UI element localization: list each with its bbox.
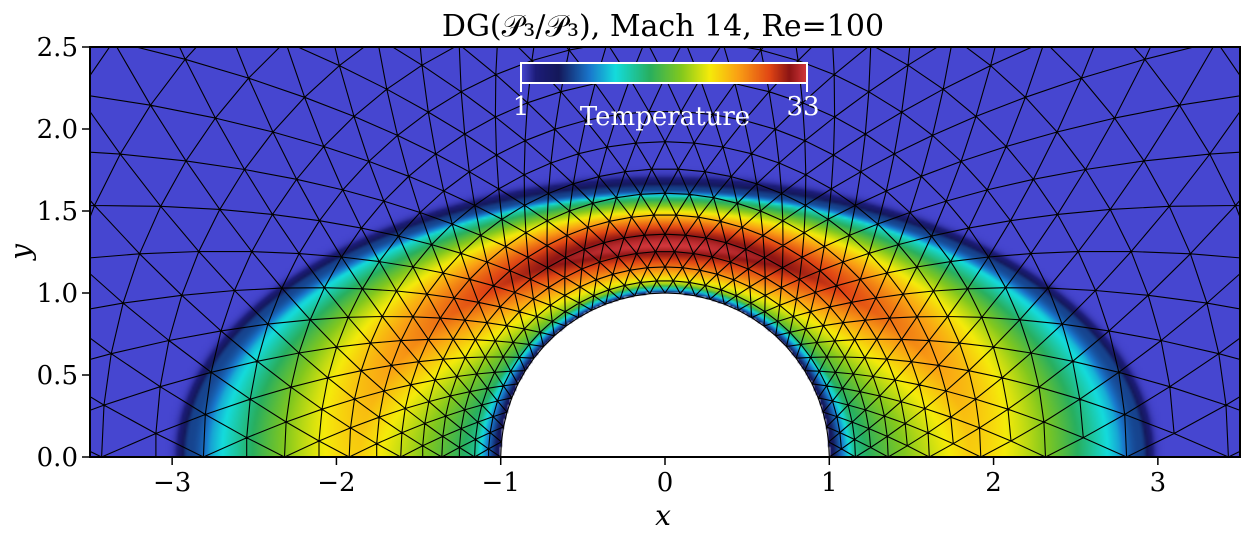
- y-tick-label: 0.0: [37, 443, 78, 473]
- y-tick-label: 1.5: [37, 197, 78, 227]
- x-tick-label: 2: [985, 468, 1002, 498]
- x-tick-label: 1: [821, 468, 838, 498]
- colorbar-max-label: 33: [786, 92, 819, 122]
- y-tick-label: 1.0: [37, 279, 78, 309]
- x-tick-label: −2: [317, 468, 355, 498]
- x-tick-label: −1: [482, 468, 520, 498]
- y-tick-label: 0.5: [37, 361, 78, 391]
- colorbar-frame: [520, 62, 808, 84]
- mesh-edges: [90, 47, 1240, 457]
- y-axis-label: y: [4, 243, 37, 262]
- y-tick-label: 2.5: [37, 33, 78, 63]
- x-tick-label: 0: [657, 468, 674, 498]
- x-tick-label: −3: [153, 468, 191, 498]
- colorbar-min-label: 1: [513, 92, 530, 122]
- colorbar: 1 33 Temperature: [513, 62, 820, 132]
- x-axis: −3 −2 −1 0 1 2 3: [153, 457, 1166, 498]
- x-axis-label: x: [655, 499, 671, 532]
- colorbar-gradient: [521, 63, 807, 83]
- mesh-lines: [90, 47, 1240, 457]
- y-tick-label: 2.0: [37, 115, 78, 145]
- x-tick-label: 3: [1150, 468, 1167, 498]
- y-axis: 0.0 0.5 1.0 1.5 2.0 2.5: [37, 33, 90, 473]
- colorbar-title: Temperature: [580, 102, 750, 132]
- plot-area: [89, 46, 1241, 458]
- chart-title: DG(𝒫₃/𝒫₃), Mach 14, Re=100: [442, 9, 884, 44]
